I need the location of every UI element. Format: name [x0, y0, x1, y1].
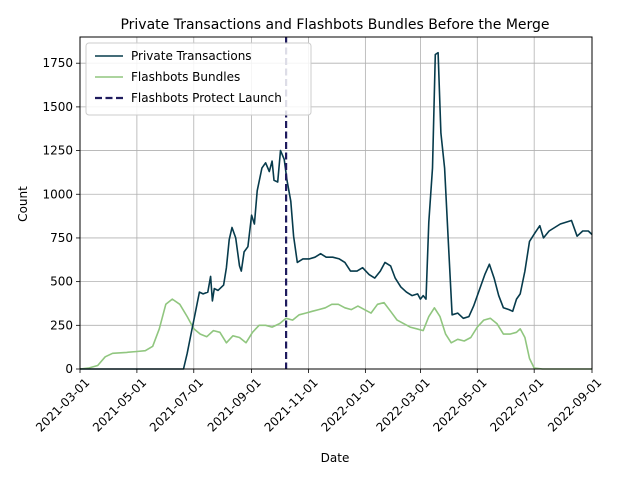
- y-tick-label: 500: [50, 275, 73, 289]
- legend: Private Transactions Flashbots Bundles Fla…: [85, 42, 312, 116]
- y-tick-label: 0: [65, 362, 73, 376]
- y-tick-label: 1750: [42, 56, 73, 70]
- legend-label-private-transactions: Private Transactions: [131, 49, 252, 63]
- y-axis-title: Count: [16, 186, 30, 222]
- chart-title: Private Transactions and Flashbots Bundl…: [120, 17, 549, 33]
- y-tick-label: 1500: [42, 100, 73, 114]
- y-tick-label: 750: [50, 231, 73, 245]
- legend-label-flashbots-bundles: Flashbots Bundles: [131, 70, 240, 84]
- series-line-private-transactions: [80, 51, 593, 370]
- legend-box: [85, 42, 312, 116]
- series-line-flashbots-bundles: [79, 298, 592, 370]
- plot-frame: [79, 36, 593, 370]
- y-axis: 0 250 500 750 1000 1250 1500 1750: [42, 56, 80, 376]
- y-tick-label: 1000: [42, 187, 73, 201]
- y-tick-label: 250: [50, 318, 73, 332]
- y-tick-label: 1250: [42, 144, 73, 158]
- legend-label-flashbots-protect-launch: Flashbots Protect Launch: [131, 91, 282, 105]
- x-axis-title: Date: [321, 451, 350, 465]
